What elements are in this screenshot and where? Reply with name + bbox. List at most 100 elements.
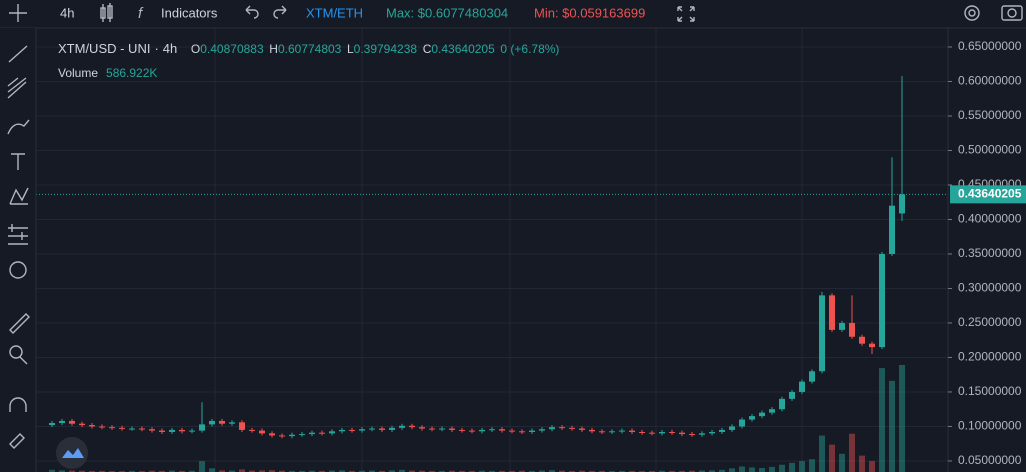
volume-bar [209, 468, 215, 472]
candle-body [79, 423, 85, 426]
last-price-label: 0.43640205 [958, 187, 1022, 201]
top-toolbar [0, 0, 1026, 28]
volume-bar [899, 365, 905, 472]
candle-body [429, 428, 435, 430]
volume-bar [189, 470, 195, 472]
volume-bar [549, 470, 555, 472]
volume-bar [839, 453, 845, 472]
legend-interval: 4h [163, 41, 177, 56]
fx-icon[interactable]: f [138, 5, 144, 22]
y-tick-label: 0.65000000 [958, 39, 1022, 53]
candle-body [589, 429, 595, 432]
ohlc-value: 0.60774803 [278, 42, 342, 56]
y-tick-label: 0.35000000 [958, 246, 1022, 260]
candle-body [719, 429, 725, 432]
volume-bar [539, 470, 545, 472]
candle-body [199, 424, 205, 431]
candle-body [789, 391, 795, 399]
indicators-button[interactable]: Indicators [161, 5, 218, 20]
volume-bar [379, 470, 385, 472]
last-price-tag [950, 185, 1026, 204]
volume-bar [749, 467, 755, 472]
volume-bar [489, 470, 495, 472]
candle-body [279, 435, 285, 437]
fullscreen-icon[interactable] [677, 6, 695, 22]
candle-body [299, 434, 305, 436]
candle-body [499, 429, 505, 431]
crosshair-icon[interactable] [9, 4, 27, 22]
candle-body [559, 427, 565, 429]
candle-body [629, 430, 635, 432]
candle-body [119, 427, 125, 429]
volume-bar [589, 470, 595, 472]
candle-body [669, 431, 675, 433]
volume-bar [419, 470, 425, 472]
volume-bar [409, 470, 415, 472]
volume-bar [739, 466, 745, 472]
candle-body [419, 427, 425, 429]
volume-bar [509, 470, 515, 472]
change-value: 0 (+6.78%) [500, 42, 559, 56]
undo-icon[interactable] [245, 5, 259, 19]
y-tick-label: 0.05000000 [958, 453, 1022, 467]
volume-bar [559, 470, 565, 472]
candle-body [269, 433, 275, 436]
volume-bar [819, 435, 825, 472]
volume-bar [279, 470, 285, 472]
volume-bar [169, 470, 175, 472]
candle-body [639, 431, 645, 433]
volume-bar [249, 470, 255, 472]
candle-body [339, 429, 345, 432]
candle-body [699, 433, 705, 435]
volume-bar [49, 469, 55, 472]
interval-button[interactable]: 4h [60, 5, 74, 20]
volume-bar [309, 470, 315, 472]
drawing-tools[interactable] [7, 45, 30, 449]
settings-icon[interactable] [964, 5, 980, 21]
candle-body [889, 205, 895, 254]
volume-bar [869, 461, 875, 472]
left-toolbar [0, 28, 36, 472]
candle-body [389, 427, 395, 430]
candle-body [439, 428, 445, 430]
volume-bar [199, 461, 205, 472]
volume-bar [709, 470, 715, 472]
screenshot-icon[interactable] [1001, 5, 1023, 21]
candle-body [859, 336, 865, 344]
max-price: Max: $0.6077480304 [386, 5, 508, 20]
candle-type-icon[interactable] [100, 3, 113, 22]
volume-bar [319, 470, 325, 472]
candle-body [169, 429, 175, 432]
y-tick-label: 0.50000000 [958, 143, 1022, 157]
candle-body [689, 434, 695, 436]
volume-bar [499, 470, 505, 472]
candle-body [519, 431, 525, 433]
candle-body [109, 427, 115, 429]
candle-body [869, 343, 875, 348]
volume-value: 586.922K [106, 66, 157, 80]
redo-icon[interactable] [273, 5, 287, 19]
pair-label[interactable]: XTM/ETH [306, 5, 363, 20]
volume-bar [269, 470, 275, 472]
y-tick-label: 0.15000000 [958, 384, 1022, 398]
y-tick-label: 0.30000000 [958, 281, 1022, 295]
candle-body [49, 423, 55, 426]
candle-body [739, 419, 745, 427]
volume-bar [149, 470, 155, 472]
logo-icon [62, 448, 84, 458]
volume-bar [89, 470, 95, 472]
candle-body [469, 430, 475, 432]
candle-body [209, 420, 215, 425]
ohlc-value: 0.40870883 [200, 42, 264, 56]
candle-body [59, 420, 65, 424]
candle-body [509, 430, 515, 432]
candle-body [149, 429, 155, 431]
candle-body [659, 431, 665, 434]
ohlc-label: L [347, 42, 354, 56]
ohlc-value: 0.43640205 [431, 42, 495, 56]
logo-button[interactable] [56, 437, 88, 469]
candle-body [159, 430, 165, 432]
volume-bar [239, 469, 245, 472]
volume-bar [809, 459, 815, 472]
